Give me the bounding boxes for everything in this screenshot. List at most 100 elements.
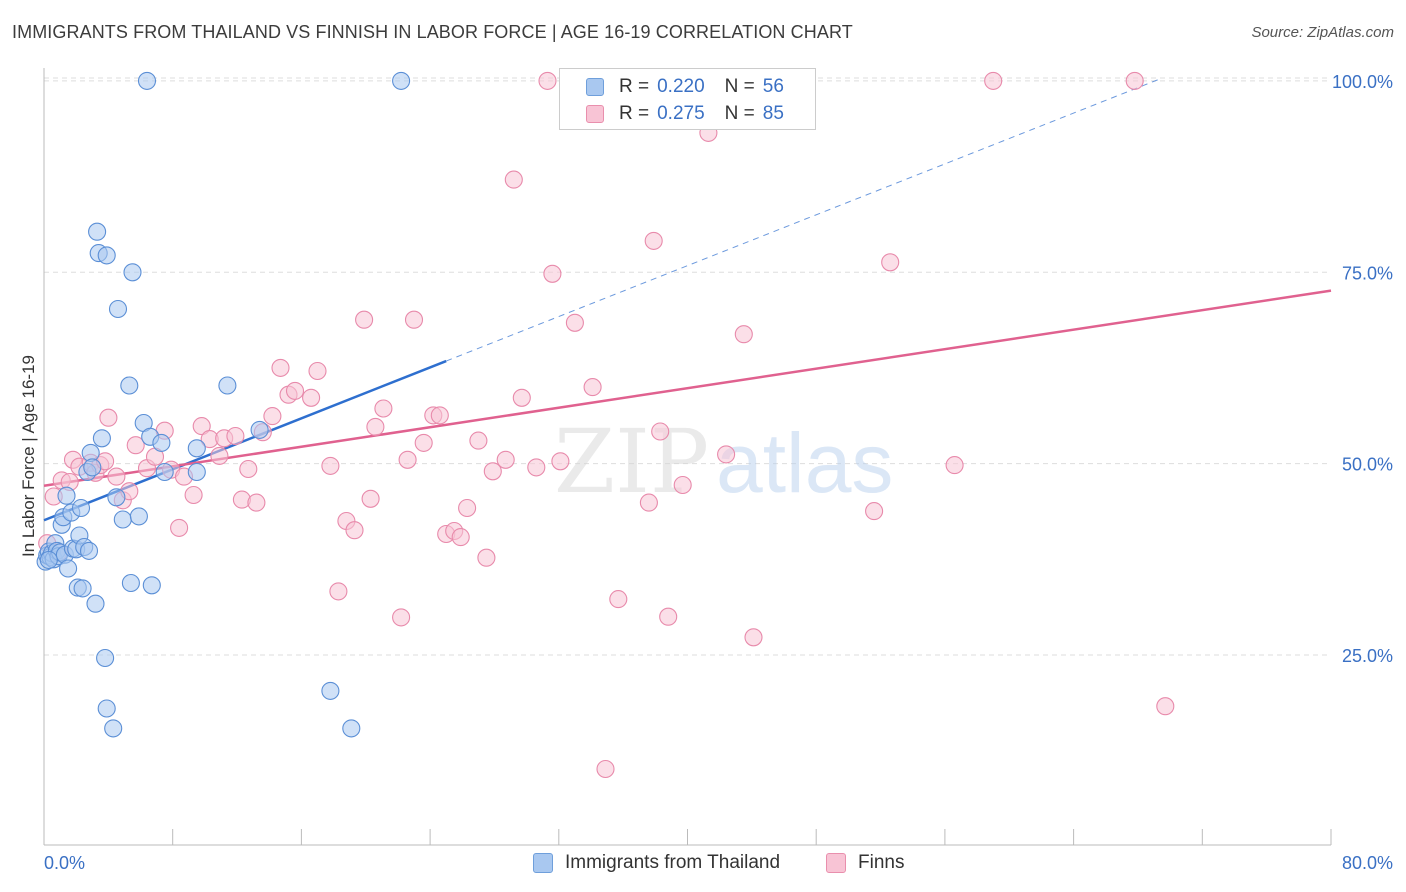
point-finns [355, 310, 374, 329]
point-finns [551, 452, 570, 471]
point-finns [881, 253, 900, 272]
point-thailand [97, 246, 116, 265]
point-thailand [97, 699, 116, 718]
point-thailand [108, 299, 128, 319]
point-finns [184, 485, 203, 505]
legend-r-label: R = [619, 103, 650, 124]
legend-row-finns: R = 0.275 N = 85 [586, 102, 784, 126]
point-finns [945, 456, 964, 475]
point-finns [404, 310, 424, 329]
point-thailand [83, 458, 102, 477]
point-finns [458, 498, 477, 518]
point-finns [263, 407, 282, 426]
legend-swatch-finns [586, 105, 604, 123]
point-thailand [321, 681, 340, 700]
legend-r-label: R = [619, 76, 650, 97]
point-finns [673, 475, 692, 495]
y-tick-label: 25.0% [1342, 646, 1393, 666]
point-thailand [107, 488, 126, 507]
y-axis-label: In Labor Force | Age 16-19 [19, 355, 38, 557]
legend-n-value: 56 [762, 76, 784, 97]
point-thailand [57, 486, 76, 505]
point-thailand [59, 559, 78, 578]
source-label: Source: ZipAtlas.com [1251, 24, 1394, 41]
point-thailand [96, 648, 115, 668]
point-thailand [187, 439, 206, 458]
point-thailand [79, 541, 99, 560]
point-finns [374, 399, 393, 418]
point-finns [865, 502, 884, 521]
point-finns [744, 628, 763, 647]
point-finns [469, 431, 488, 450]
point-finns [247, 493, 266, 512]
point-finns [538, 71, 557, 90]
point-thailand [104, 719, 123, 738]
point-finns [1156, 697, 1175, 716]
point-thailand [92, 429, 111, 448]
point-finns [734, 325, 753, 344]
point-finns [366, 417, 385, 436]
point-thailand [250, 420, 269, 439]
data-points [36, 71, 1175, 779]
point-finns [477, 548, 496, 567]
point-finns [99, 408, 118, 427]
point-finns [414, 433, 433, 452]
point-finns [170, 518, 189, 537]
point-thailand [129, 507, 148, 526]
point-thailand [187, 462, 206, 482]
axes [43, 68, 1332, 846]
watermark-atlas: atlas [716, 416, 893, 510]
point-thailand [392, 71, 411, 90]
legend-swatch-thailand [586, 78, 604, 96]
y-tick-label: 50.0% [1342, 455, 1393, 475]
series-legend: Immigrants from Thailand Finns [0, 852, 1406, 876]
legend-n-value: 85 [762, 103, 784, 124]
point-finns [984, 71, 1003, 90]
point-finns [639, 493, 658, 512]
grid-lines [44, 77, 1331, 656]
point-finns [345, 521, 364, 540]
y-tick-label: 75.0% [1342, 263, 1393, 283]
legend-row-thailand: R = 0.220 N = 56 [586, 75, 784, 99]
trend-line-finns [43, 289, 1332, 488]
tick-labels: 25.0% 50.0% 75.0% 100.0% 0.0% 80.0% [44, 72, 1393, 873]
point-finns [271, 358, 290, 377]
point-thailand [71, 498, 91, 518]
point-finns [321, 456, 340, 475]
point-thailand [88, 222, 107, 241]
point-finns [361, 489, 380, 508]
correlation-legend: R = 0.220 N = 56 R = 0.275 N = 85 [559, 68, 816, 130]
watermark: ZIP atlas [554, 410, 893, 513]
point-finns [210, 446, 229, 465]
point-finns [659, 607, 678, 626]
point-thailand [86, 594, 105, 613]
point-thailand [73, 579, 92, 598]
point-finns [651, 422, 670, 441]
point-finns [583, 378, 602, 397]
chart-title: IMMIGRANTS FROM THAILAND VS FINNISH IN L… [12, 22, 853, 42]
point-thailand [137, 71, 157, 90]
point-finns [398, 450, 417, 469]
point-finns [308, 361, 327, 381]
point-thailand [113, 510, 132, 529]
point-finns [329, 582, 348, 601]
x-tick-label: 80.0% [1342, 853, 1393, 873]
point-finns [644, 231, 663, 250]
point-finns [504, 170, 523, 189]
point-thailand [120, 376, 139, 395]
point-thailand [155, 462, 174, 482]
point-finns [527, 458, 546, 477]
point-finns [192, 417, 211, 436]
point-finns [565, 313, 584, 332]
series-swatch-thailand [533, 853, 553, 873]
watermark-zip: ZIP [554, 410, 709, 513]
point-thailand [39, 550, 58, 570]
series-legend-thailand[interactable]: Immigrants from Thailand [533, 852, 780, 874]
series-legend-finns[interactable]: Finns [826, 852, 904, 874]
point-thailand [342, 719, 361, 738]
point-finns [226, 426, 245, 446]
point-thailand [142, 576, 161, 595]
point-finns [596, 759, 615, 779]
point-finns [239, 459, 258, 479]
